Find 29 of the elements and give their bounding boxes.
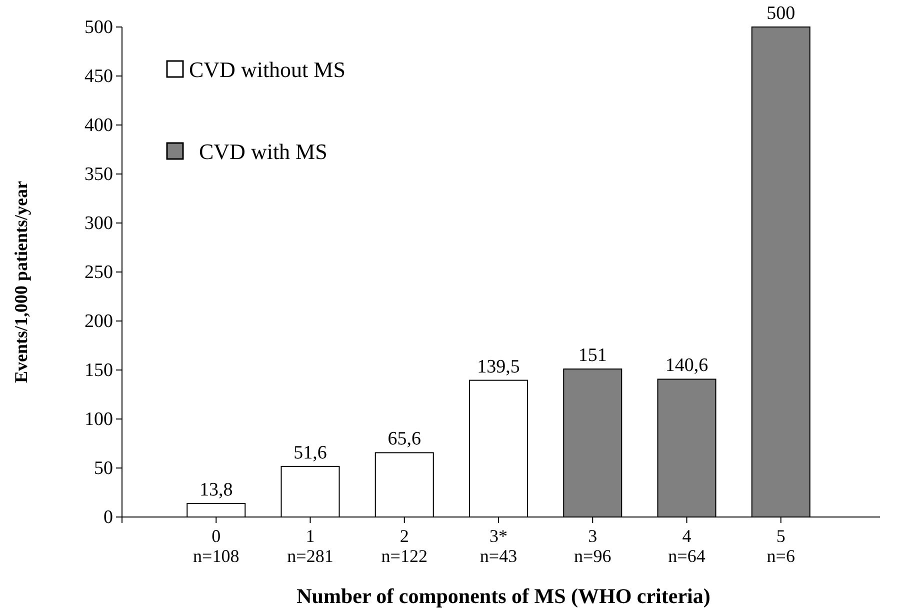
x-tick-label: 3* n=43 bbox=[480, 526, 518, 566]
legend-label: CVD with MS bbox=[199, 139, 328, 164]
x-tick-label: 3 n=96 bbox=[574, 526, 612, 566]
legend-label: CVD without MS bbox=[189, 57, 346, 82]
x-tick-label: 2 n=122 bbox=[381, 526, 428, 566]
y-tick-label: 200 bbox=[84, 311, 113, 332]
y-tick-label: 500 bbox=[84, 17, 113, 38]
y-tick-label: 400 bbox=[84, 115, 113, 136]
data-label: 151 bbox=[578, 345, 607, 366]
data-label: 140,6 bbox=[665, 355, 708, 376]
data-label: 51,6 bbox=[294, 442, 327, 464]
x-tick-label: 5 n=6 bbox=[766, 526, 795, 566]
data-label: 13,8 bbox=[200, 479, 233, 500]
data-label: 65,6 bbox=[388, 428, 421, 450]
y-tick-label: 300 bbox=[84, 213, 113, 234]
x-tick-label: 4 n=64 bbox=[668, 526, 706, 566]
y-axis-title: Events/1,000 patients/year bbox=[11, 181, 31, 383]
x-tick-label: 1 n=281 bbox=[287, 526, 334, 566]
x-axis-title: Number of components of MS (WHO criteria) bbox=[296, 584, 710, 608]
data-label: 500 bbox=[766, 3, 796, 24]
y-tick-label: 450 bbox=[84, 66, 113, 88]
y-tick-label: 350 bbox=[84, 164, 113, 186]
y-tick-label: 50 bbox=[94, 458, 113, 480]
data-label: 139,5 bbox=[477, 356, 520, 378]
y-tick-label: 0 bbox=[104, 507, 113, 528]
y-tick-label: 150 bbox=[84, 360, 113, 382]
y-tick-label: 250 bbox=[84, 262, 113, 284]
x-tick-label: 0 n=108 bbox=[193, 526, 240, 566]
y-tick-label: 100 bbox=[84, 409, 113, 430]
